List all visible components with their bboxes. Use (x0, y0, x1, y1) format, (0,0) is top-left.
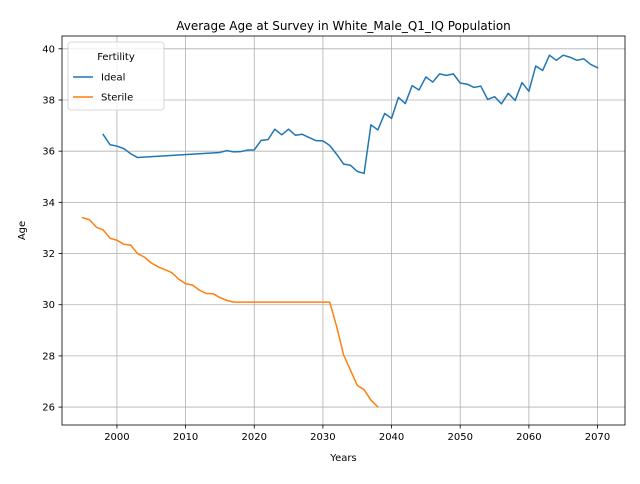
x-axis-label: Years (329, 453, 356, 464)
x-axis-ticks: 2000 2010 2020 2030 2040 2050 2060 2070 (104, 425, 610, 443)
x-tick-label: 2030 (310, 432, 335, 443)
series-line-sterile (81, 216, 379, 408)
chart-title: Average Age at Survey in White_Male_Q1_I… (176, 19, 511, 33)
y-tick-label: 30 (42, 300, 55, 311)
x-tick-label: 2040 (379, 432, 404, 443)
x-tick-label: 2050 (447, 432, 472, 443)
legend: Fertility Ideal Sterile (67, 41, 165, 111)
plot-area-frame (61, 35, 626, 426)
y-tick-label: 36 (42, 147, 55, 158)
y-tick-label: 38 (42, 95, 55, 106)
y-tick-label: 26 (42, 403, 55, 414)
x-tick-label: 2070 (585, 432, 610, 443)
x-tick-label: 2000 (104, 432, 129, 443)
x-tick-label: 2010 (173, 432, 198, 443)
y-axis-ticks: 26 28 30 32 34 36 38 40 (42, 44, 62, 414)
x-tick-label: 2020 (242, 432, 267, 443)
legend-title: Fertility (97, 52, 135, 63)
y-tick-label: 34 (42, 198, 55, 209)
legend-label-ideal: Ideal (101, 73, 125, 84)
y-tick-label: 40 (42, 44, 55, 55)
y-tick-label: 32 (42, 249, 55, 260)
series-line-ideal (102, 54, 599, 175)
y-axis-label: Age (17, 221, 28, 240)
series-lines (81, 54, 599, 408)
x-tick-label: 2060 (516, 432, 541, 443)
legend-entries: Ideal Sterile (73, 73, 133, 104)
legend-box (67, 41, 165, 111)
legend-label-sterile: Sterile (101, 93, 133, 104)
y-tick-label: 28 (42, 351, 55, 362)
